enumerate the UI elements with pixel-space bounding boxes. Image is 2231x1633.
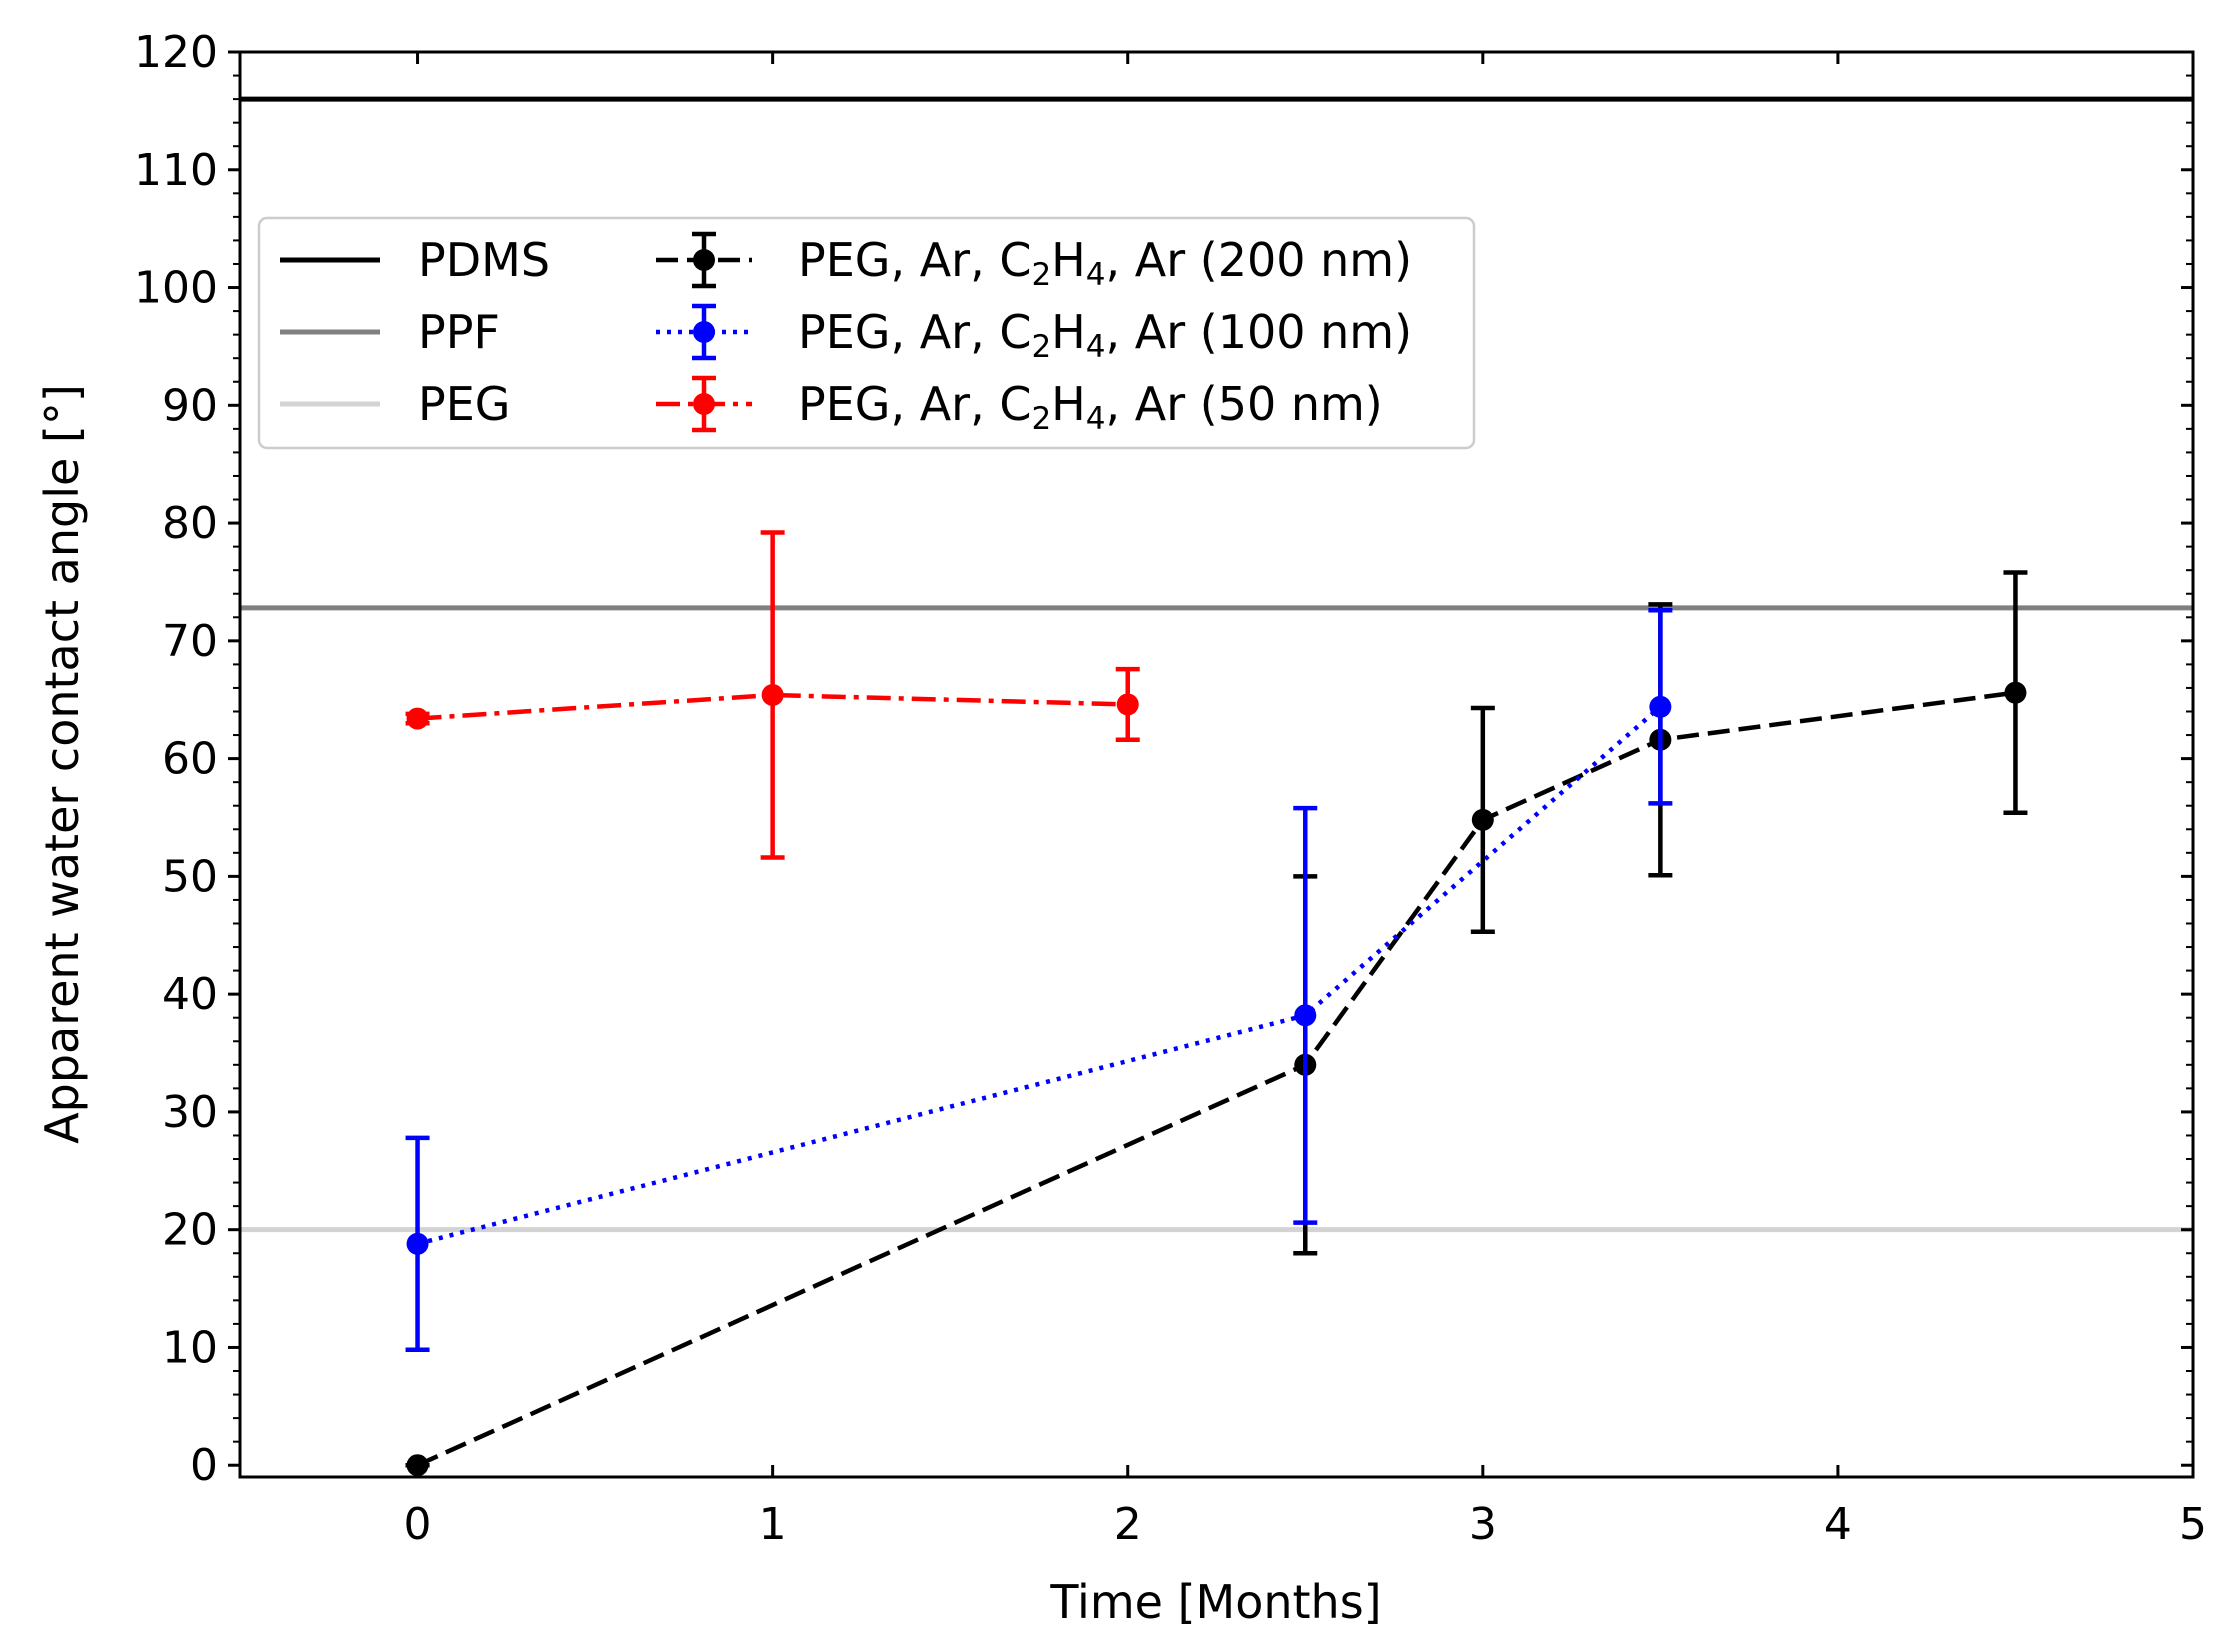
legend-swatch-marker — [693, 393, 715, 415]
legend-subscript: 2 — [1031, 257, 1051, 293]
legend-label-peg: PEG — [418, 377, 510, 431]
data-point — [406, 707, 429, 730]
legend-text-part: PEG, Ar, C — [798, 233, 1031, 287]
legend-label-series: PEG, Ar, C2H4, Ar (100 nm) — [798, 305, 1412, 365]
series-layer — [405, 530, 2028, 1477]
y-tick-label: 60 — [162, 734, 218, 785]
legend-text-part: , Ar (50 nm) — [1106, 377, 1383, 431]
legend-box — [257, 216, 1476, 450]
x-tick-label: 0 — [404, 1499, 432, 1550]
x-tick-label: 5 — [2179, 1499, 2207, 1550]
data-point — [1649, 695, 1672, 718]
legend-label-series: PEG, Ar, C2H4, Ar (50 nm) — [798, 377, 1383, 437]
legend-subscript: 4 — [1086, 257, 1106, 293]
x-tick-label: 2 — [1114, 1499, 1142, 1550]
y-tick-label: 50 — [162, 851, 218, 902]
x-tick-label: 3 — [1469, 1499, 1497, 1550]
legend-label-pdms: PDMS — [418, 233, 550, 287]
legend-swatch-marker — [693, 321, 715, 343]
series-line-2 — [417, 692, 1128, 721]
plot-frame — [238, 50, 2195, 1479]
legend-text-part: , Ar (200 nm) — [1106, 233, 1413, 287]
legend-label-ppf: PPF — [418, 305, 500, 359]
y-tick-label: 0 — [190, 1440, 218, 1491]
x-tick-label: 1 — [759, 1499, 787, 1550]
legend-text-part: H — [1051, 233, 1086, 287]
data-point — [1294, 1004, 1317, 1027]
y-tick-label: 20 — [162, 1205, 218, 1256]
legend-text-part: H — [1051, 377, 1086, 431]
y-tick-label: 100 — [134, 263, 218, 314]
data-point — [406, 1232, 429, 1255]
y-tick-label: 70 — [162, 616, 218, 667]
reference-lines — [240, 96, 2193, 1233]
y-tick-label: 10 — [162, 1322, 218, 1373]
legend-subscript: 4 — [1086, 401, 1106, 437]
y-tick-label: 40 — [162, 969, 218, 1020]
legend-text-part: H — [1051, 305, 1086, 359]
data-point — [761, 684, 784, 707]
y-tick-label: 80 — [162, 498, 218, 549]
legend-label-series: PEG, Ar, C2H4, Ar (200 nm) — [798, 233, 1412, 293]
data-point — [1471, 808, 1494, 831]
y-tick-label: 110 — [134, 145, 218, 196]
legend-text-part: , Ar (100 nm) — [1106, 305, 1413, 359]
legend-text-part: PEG, Ar, C — [798, 305, 1031, 359]
y-axis-label: Apparent water contact angle [°] — [35, 384, 89, 1144]
legend-subscript: 4 — [1086, 329, 1106, 365]
x-axis-label: Time [Months] — [1049, 1575, 1381, 1629]
data-point — [1116, 693, 1139, 716]
x-tick-label: 4 — [1824, 1499, 1852, 1550]
legend-text-part: PEG, Ar, C — [798, 377, 1031, 431]
legend-swatch-marker — [693, 249, 715, 271]
y-tick-label: 90 — [162, 380, 218, 431]
legend-subscript: 2 — [1031, 329, 1051, 365]
y-tick-label: 30 — [162, 1087, 218, 1138]
y-tick-label: 120 — [134, 27, 218, 78]
legend-subscript: 2 — [1031, 401, 1051, 437]
data-point — [2004, 681, 2027, 704]
